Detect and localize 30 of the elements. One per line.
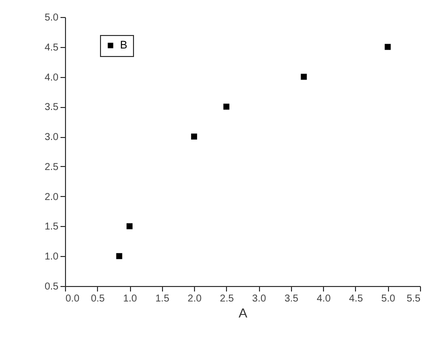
legend-label: B [120, 40, 128, 52]
point [384, 44, 391, 50]
y-tick-label: 4.0 [44, 72, 59, 84]
y-tick-label: 5.0 [44, 12, 59, 24]
y-tick-label: 0.5 [44, 282, 59, 292]
point [191, 134, 198, 140]
x-tick-label: 4.0 [316, 294, 332, 304]
point [223, 104, 230, 110]
x-tick-label: 2.0 [188, 294, 202, 304]
y-tick-label: 1.0 [44, 252, 59, 263]
x-tick-label: 3.5 [284, 294, 299, 304]
x-tick-label: 4.5 [349, 294, 364, 304]
y-tick-label: 4.5 [44, 42, 59, 54]
y-tick-label: 3.0 [44, 132, 59, 144]
point [300, 74, 307, 80]
y-tick-label: 2.0 [44, 192, 59, 203]
x-axis-title: A [238, 306, 248, 320]
y-tick-label: 2.5 [44, 162, 59, 173]
x-tick-label: 0.5 [90, 294, 106, 304]
y-tick-label: 1.5 [44, 222, 59, 233]
x-tick-label: 5.0 [381, 294, 396, 304]
point [116, 253, 122, 260]
x-tick-label: 1.5 [155, 294, 170, 304]
x-tick-label: 3.0 [252, 294, 267, 304]
x-tick-label: 5.5 [406, 294, 421, 304]
point [126, 223, 133, 230]
x-tick-label: 0.0 [66, 294, 80, 304]
x-tick-label: 1.0 [123, 294, 138, 304]
y-tick-label: 3.5 [44, 102, 59, 114]
x-tick-label: 2.5 [220, 294, 234, 304]
